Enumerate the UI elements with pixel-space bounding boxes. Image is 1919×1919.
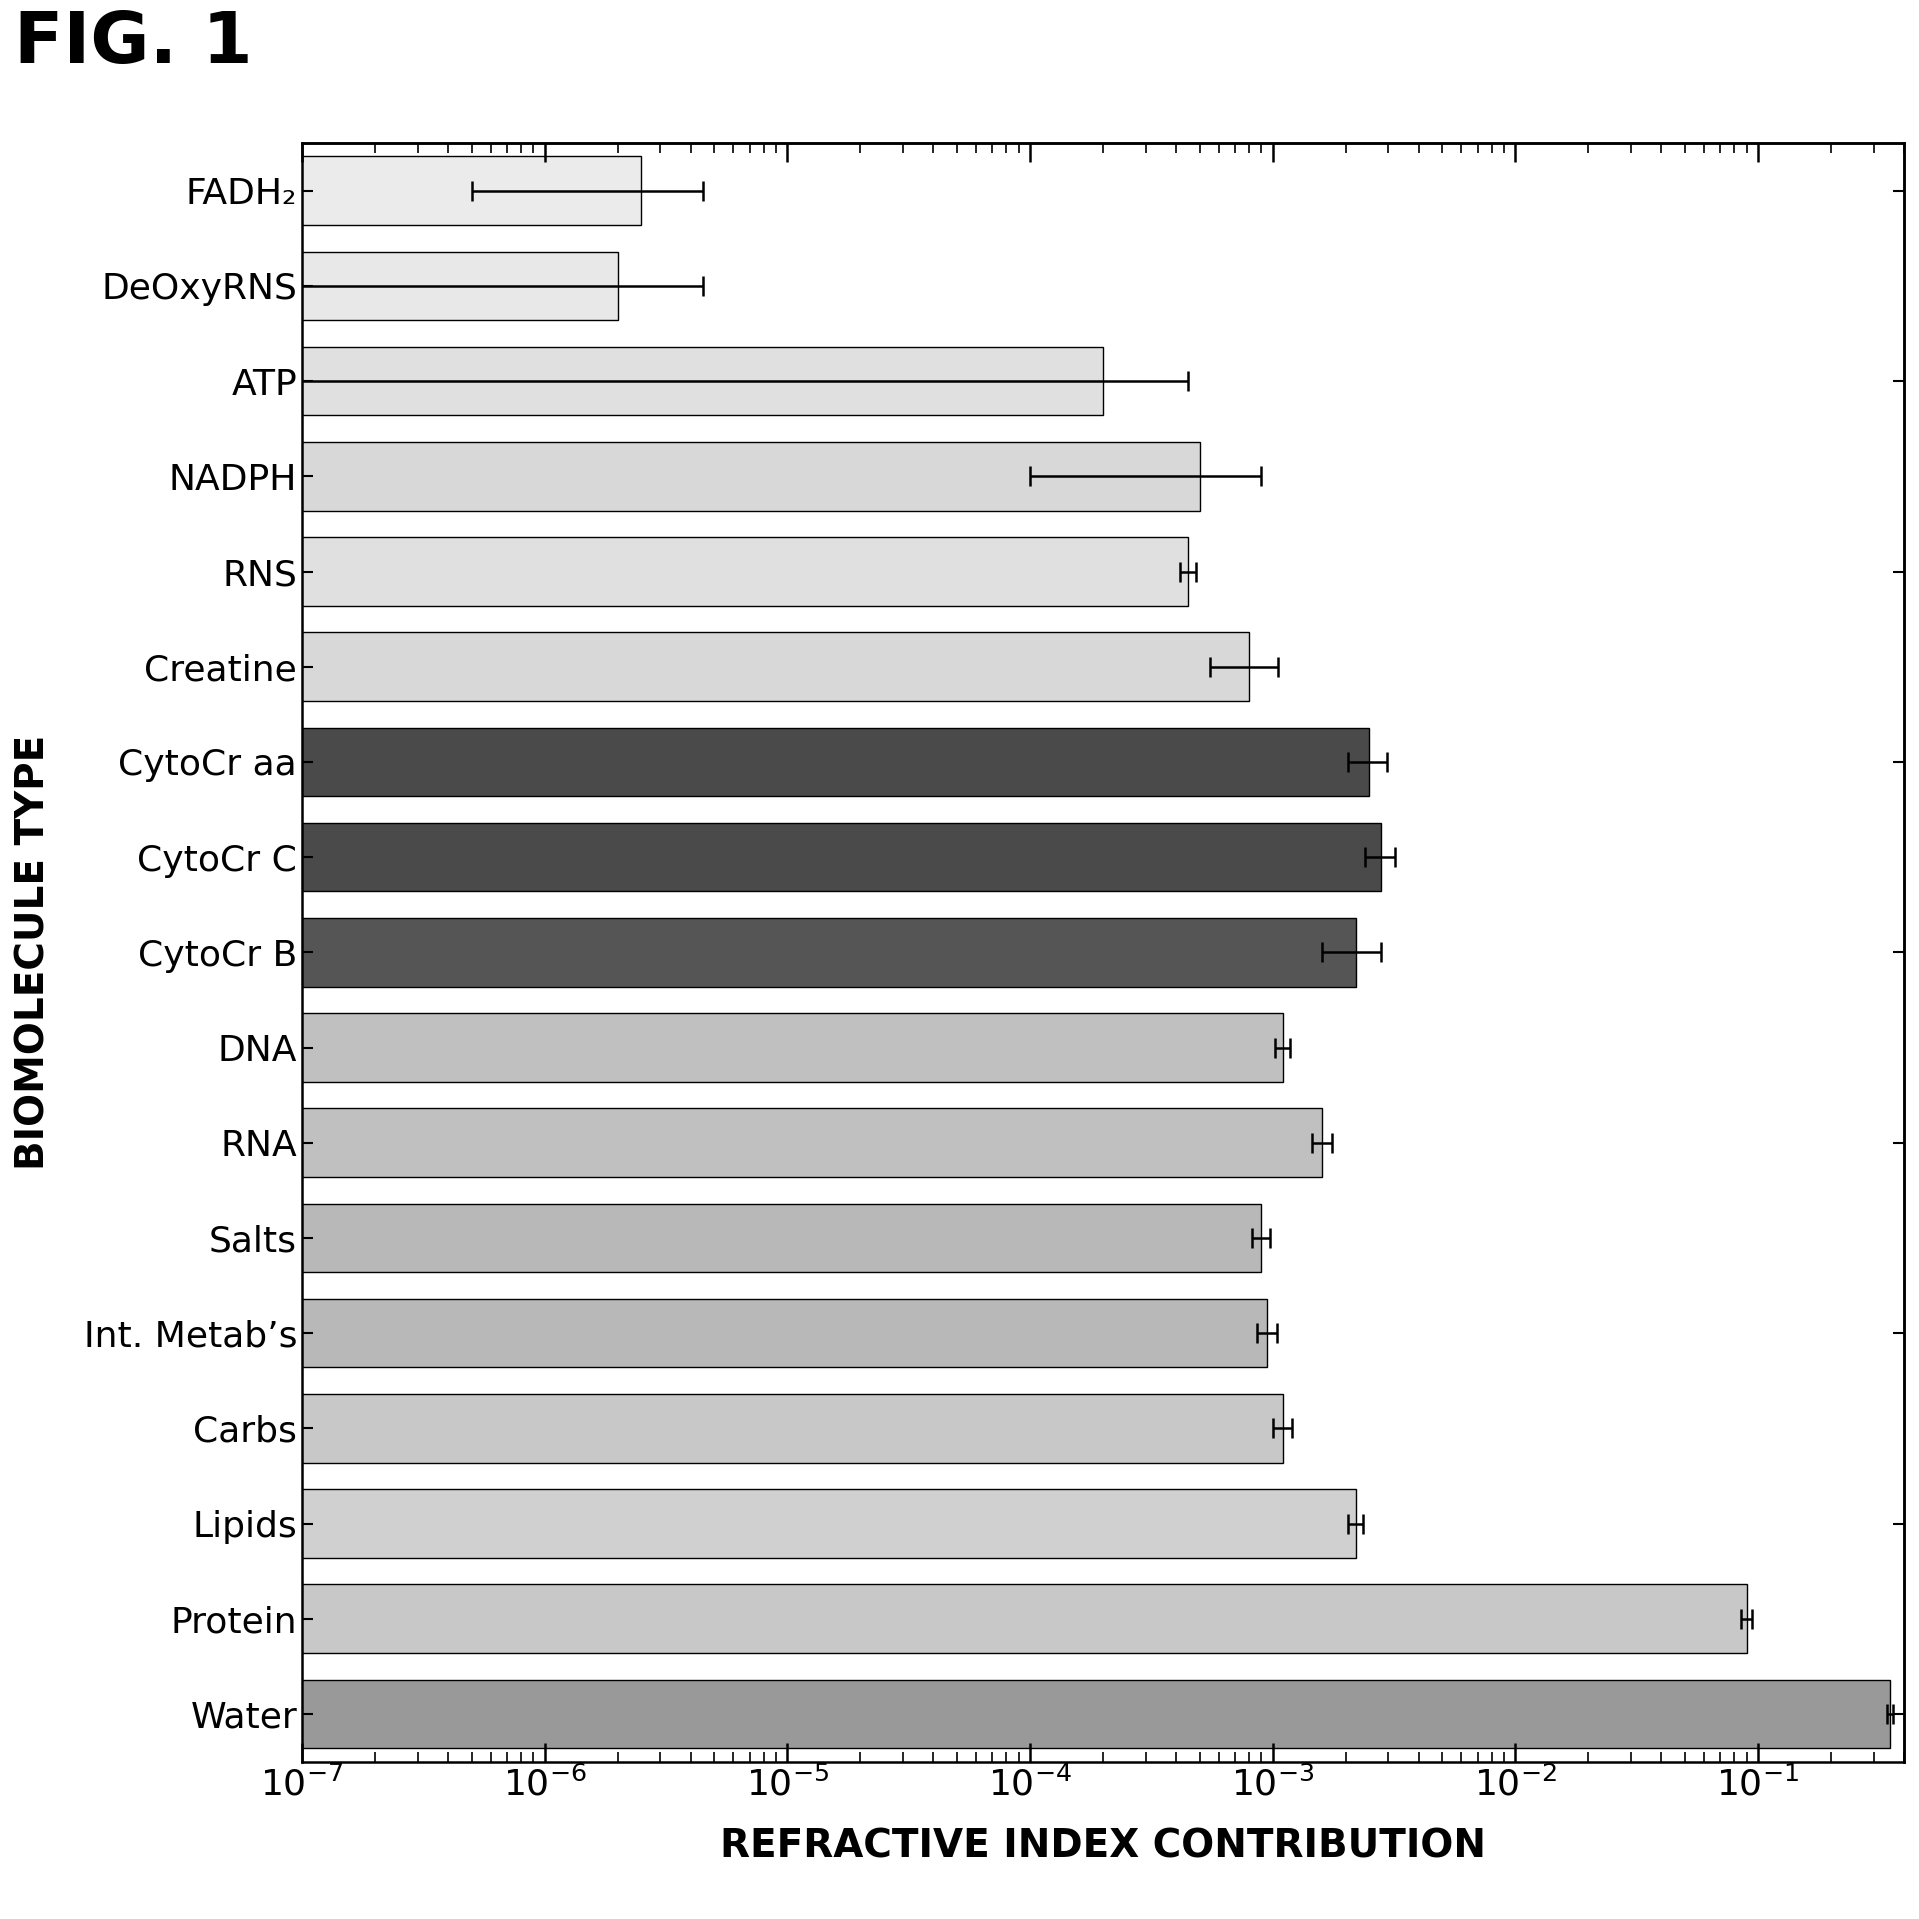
Bar [0, 1393, 1282, 1462]
Bar [0, 251, 618, 320]
Bar [0, 1489, 1355, 1558]
Y-axis label: BIOMOLECULE TYPE: BIOMOLECULE TYPE [15, 735, 54, 1171]
Bar [0, 917, 1355, 986]
Bar [0, 1585, 1746, 1652]
Bar [0, 633, 1249, 700]
Bar [0, 727, 1368, 796]
Bar [0, 1109, 1322, 1176]
Bar [0, 823, 1382, 892]
Bar [0, 347, 1103, 415]
Bar [0, 1013, 1282, 1082]
Bar [0, 1299, 1267, 1368]
Bar [0, 157, 641, 225]
X-axis label: REFRACTIVE INDEX CONTRIBUTION: REFRACTIVE INDEX CONTRIBUTION [720, 1827, 1485, 1865]
Bar [0, 441, 1199, 510]
Bar [0, 537, 1188, 606]
Text: FIG. 1: FIG. 1 [13, 10, 251, 79]
Bar [0, 1679, 1890, 1748]
Bar [0, 1203, 1261, 1272]
